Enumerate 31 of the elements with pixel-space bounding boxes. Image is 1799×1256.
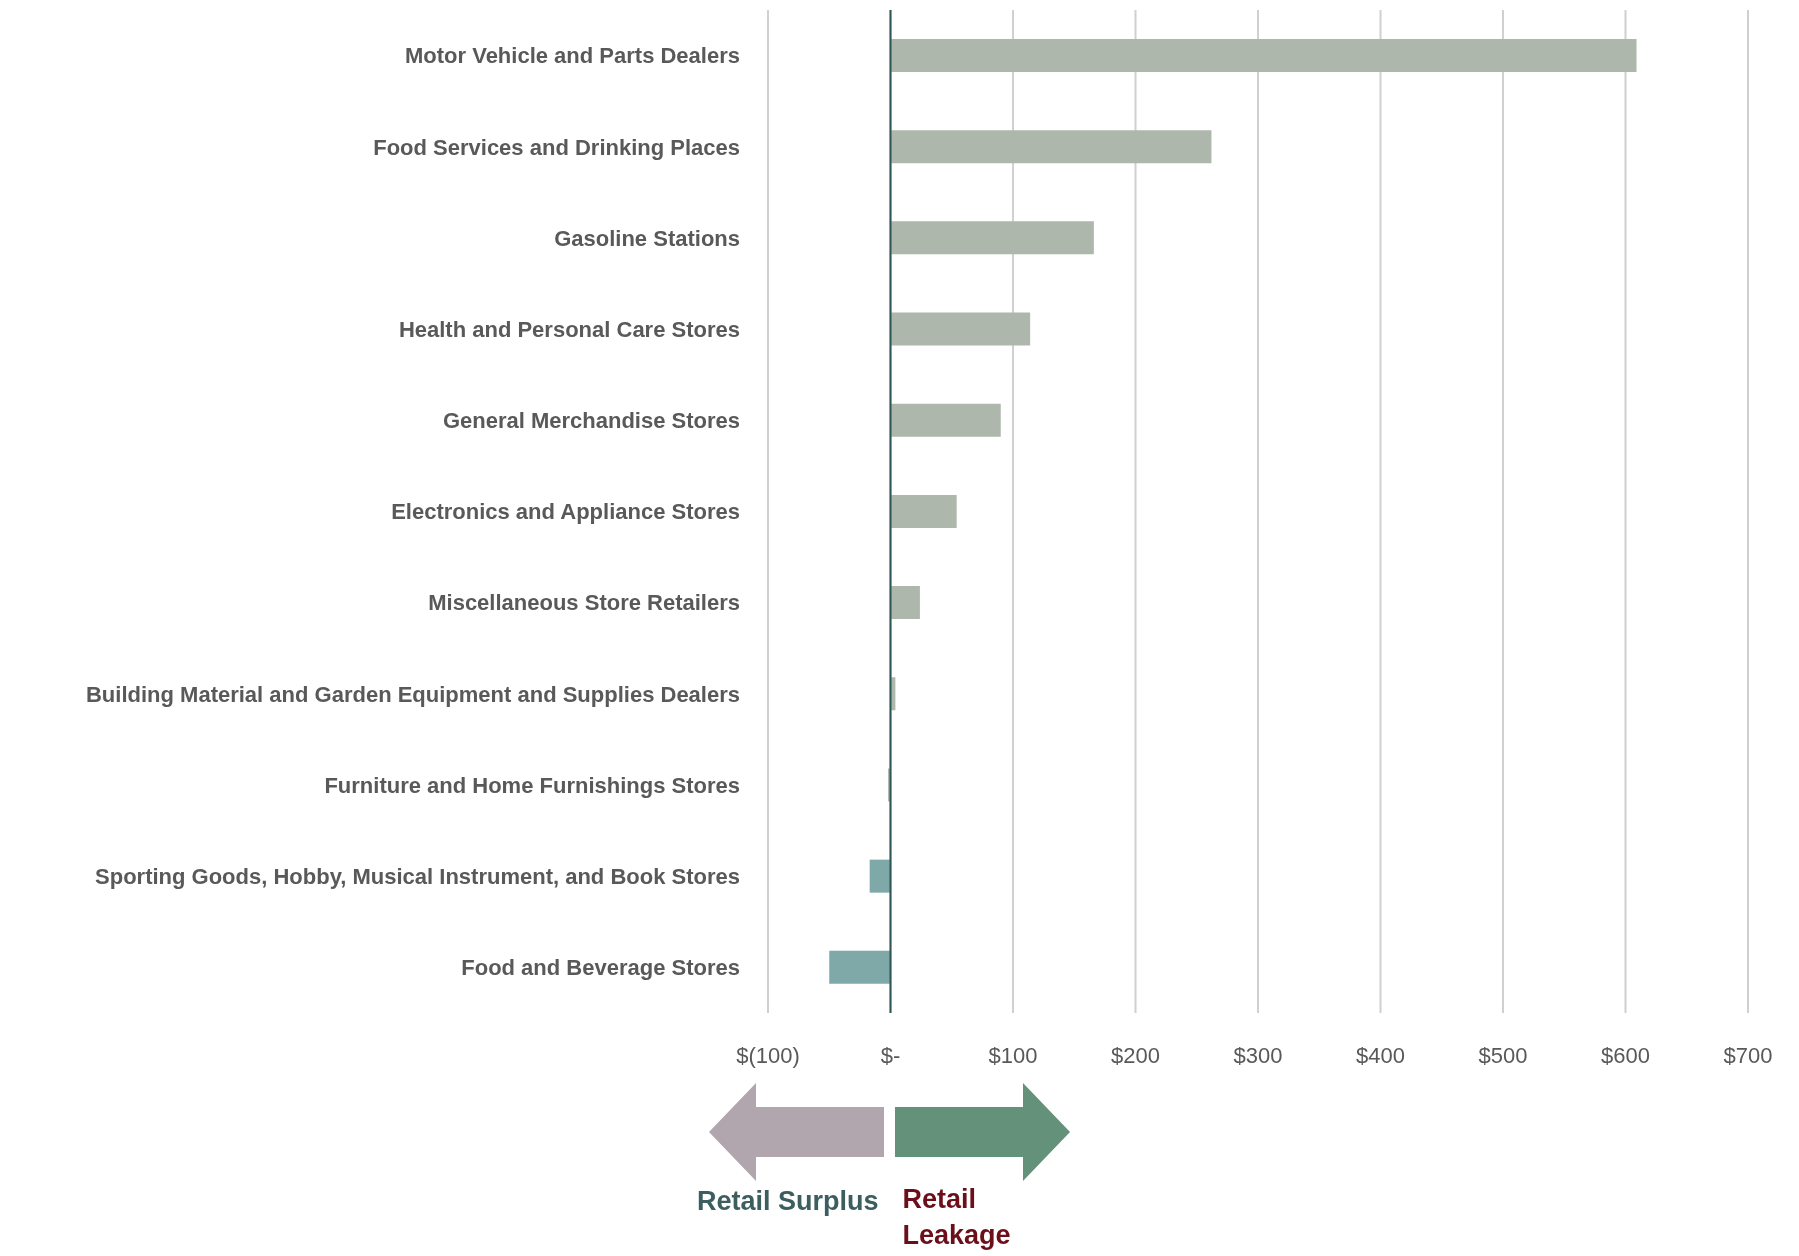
- y-tick-label: Health and Personal Care Stores: [398, 316, 740, 342]
- x-tick-label: $(100): [736, 1042, 800, 1068]
- x-tick-label: $300: [1233, 1042, 1283, 1068]
- x-tick-label: $500: [1478, 1042, 1528, 1068]
- y-tick-label: Food Services and Drinking Places: [373, 134, 740, 160]
- bar: [890, 403, 1001, 437]
- bar: [890, 221, 1094, 255]
- y-tick-label: Building Material and Garden Equipment and Supplies Dealers: [85, 681, 740, 707]
- bar: [890, 586, 920, 620]
- bar: [829, 950, 891, 984]
- y-tick-label: Food and Beverage Stores: [461, 955, 740, 981]
- bar: [890, 130, 1212, 164]
- y-tick-label: General Merchandise Stores: [442, 408, 740, 434]
- y-tick-label: Furniture and Home Furnishings Stores: [324, 772, 740, 798]
- y-tick-label: Gasoline Stations: [554, 225, 740, 251]
- x-tick-label: $-: [880, 1042, 901, 1068]
- x-tick-label: $700: [1723, 1042, 1773, 1068]
- y-tick-label: Motor Vehicle and Parts Dealers: [404, 43, 740, 69]
- x-tick-label: $400: [1356, 1042, 1405, 1068]
- bar: [890, 312, 1031, 346]
- bar: [890, 39, 1637, 72]
- y-tick-label: Miscellaneous Store Retailers: [428, 590, 740, 616]
- x-tick-label: $100: [988, 1042, 1038, 1068]
- x-tick-label: $600: [1601, 1042, 1650, 1068]
- y-tick-label: Sporting Goods, Hobby, Musical Instrument, and Book Stores: [95, 864, 740, 890]
- y-tick-label: Electronics and Appliance Stores: [391, 499, 740, 525]
- text: Retail Leakage: [902, 1183, 1011, 1252]
- text: Retail Surplus: [696, 1186, 879, 1217]
- bar: [869, 859, 891, 893]
- bar: [890, 494, 957, 528]
- x-tick-label: $200: [1111, 1042, 1160, 1068]
